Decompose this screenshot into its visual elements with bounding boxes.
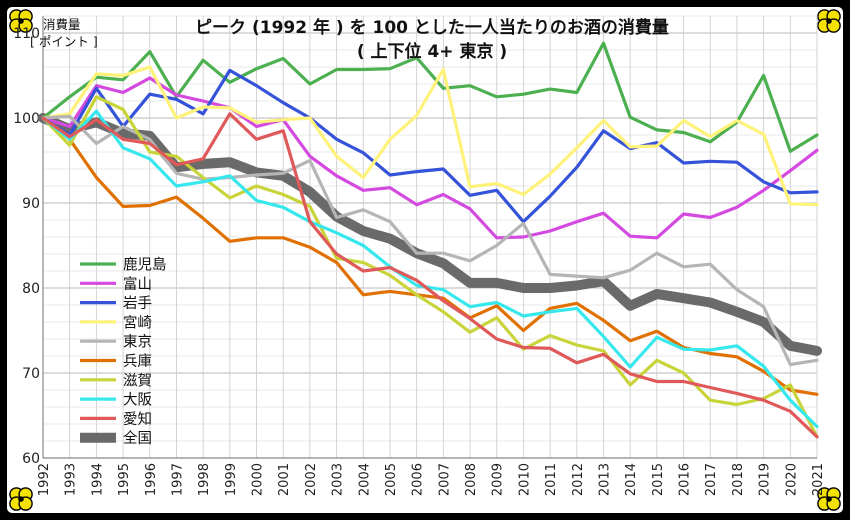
y-tick-label: 90 [22, 196, 40, 212]
x-tick-label: 1996 [144, 463, 159, 496]
legend-label: 鹿児島 [123, 257, 167, 274]
x-tick-label: 2011 [544, 463, 559, 496]
x-tick-label: 2014 [624, 463, 639, 496]
corner-flower-icon [817, 487, 841, 511]
legend-label: 大阪 [123, 392, 152, 409]
x-tick-label: 2004 [357, 463, 372, 496]
corner-flower-icon [9, 9, 33, 33]
legend-label: 全国 [123, 429, 152, 447]
legend-label: 愛知 [123, 411, 152, 428]
x-tick-label: 1998 [197, 463, 212, 496]
legend-item: 鹿児島 [80, 257, 167, 274]
x-tick-label: 2017 [704, 463, 719, 496]
x-tick-label: 2012 [571, 463, 586, 496]
series-line-1 [41, 76, 819, 240]
x-tick-label: 2016 [678, 463, 693, 496]
x-tick-label: 2020 [784, 463, 799, 496]
series-line-3 [41, 65, 819, 207]
y-tick-label: 100 [13, 111, 40, 127]
y-tick-label: 80 [22, 281, 40, 297]
legend-item: 全国 [80, 429, 152, 447]
legend-item: 富山 [80, 275, 152, 293]
legend-item: 岩手 [80, 295, 152, 312]
x-tick-label: 2006 [411, 463, 426, 496]
chart-subtitle: ( 上下位 4+ 東京 ) [357, 41, 507, 62]
x-tick-label: 2005 [384, 463, 399, 496]
legend-item: 大阪 [80, 392, 152, 409]
legend-item: 愛知 [80, 411, 152, 428]
legend-item: 東京 [80, 334, 152, 351]
series-line-8 [41, 112, 819, 439]
x-tick-label: 1999 [224, 463, 239, 496]
x-tick-label: 1992 [37, 463, 52, 496]
y-tick-label: 70 [22, 366, 40, 382]
x-tick-label: 2009 [491, 463, 506, 496]
legend-label: 富山 [123, 275, 152, 293]
series-line-0 [41, 41, 819, 153]
x-tick-label: 2000 [251, 463, 266, 496]
x-tick-label: 2010 [517, 463, 532, 496]
series-line-6 [41, 95, 819, 439]
x-tick-label: 1993 [64, 463, 79, 496]
legend-label: 滋賀 [123, 372, 152, 389]
series-line-7 [41, 109, 819, 429]
x-tick-label: 1995 [117, 463, 132, 496]
legend-label: 兵庫 [123, 353, 152, 370]
series-line-2 [41, 68, 819, 224]
x-tick-label: 1994 [90, 463, 105, 496]
x-tick-label: 2015 [651, 463, 666, 496]
corner-flower-icon [9, 487, 33, 511]
y-tick-label: 110 [13, 26, 40, 42]
series-line-4 [41, 114, 819, 367]
series-lines [38, 41, 822, 439]
y-axis-label: 消費量 [43, 17, 81, 32]
x-tick-label: 2021 [811, 463, 826, 496]
corner-flower-icon [817, 9, 841, 33]
legend-item: 宮崎 [80, 314, 152, 331]
x-tick-label: 2008 [464, 463, 479, 496]
x-tick-label: 2013 [597, 463, 612, 496]
x-tick-label: 2019 [758, 463, 773, 496]
legend-label: 東京 [123, 334, 152, 351]
y-axis-unit-label: [ ポイント ] [30, 34, 98, 49]
x-tick-label: 2002 [304, 463, 319, 496]
legend-item: 滋賀 [80, 372, 152, 389]
chart-title: ピーク (1992 年 ) を 100 とした一人当たりのお酒の消費量 [195, 17, 669, 38]
legend-label: 岩手 [123, 295, 152, 312]
legend-label: 宮崎 [123, 314, 152, 331]
x-tick-label: 2018 [731, 463, 746, 496]
x-tick-label: 1997 [170, 463, 185, 496]
x-tick-label: 2003 [331, 463, 346, 496]
x-tick-label: 2007 [437, 463, 452, 496]
y-tick-label: 60 [22, 451, 40, 467]
legend-item: 兵庫 [80, 353, 152, 370]
x-tick-label: 2001 [277, 463, 292, 496]
